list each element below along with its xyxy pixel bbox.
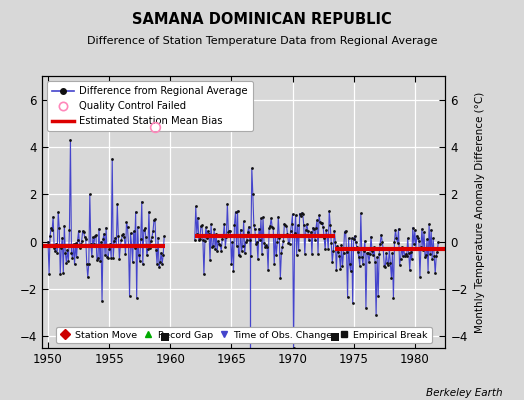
Y-axis label: Monthly Temperature Anomaly Difference (°C): Monthly Temperature Anomaly Difference (…	[475, 91, 485, 333]
Legend: Station Move, Record Gap, Time of Obs. Change, Empirical Break: Station Move, Record Gap, Time of Obs. C…	[56, 327, 432, 343]
Text: Berkeley Earth: Berkeley Earth	[427, 388, 503, 398]
Text: Difference of Station Temperature Data from Regional Average: Difference of Station Temperature Data f…	[87, 36, 437, 46]
Text: SAMANA DOMINICAN REPUBLIC: SAMANA DOMINICAN REPUBLIC	[132, 12, 392, 27]
